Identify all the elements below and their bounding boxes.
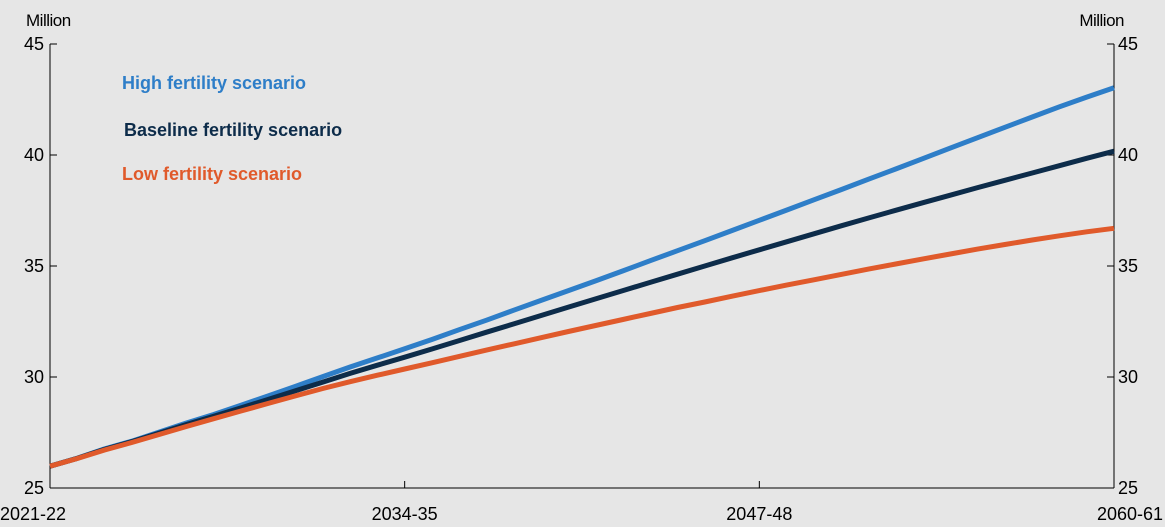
y-tick-label-right: 25: [1118, 478, 1138, 498]
y-tick-label-right: 45: [1118, 34, 1138, 54]
y-tick-label-left: 30: [24, 367, 44, 387]
x-tick-label: 2047-48: [726, 504, 792, 524]
legend: High fertility scenario Baseline fertilit…: [122, 73, 342, 184]
series-line-high: [49, 85, 1115, 469]
x-tick-label: 2060-61: [1097, 504, 1163, 524]
x-tick-label: 2021-22: [0, 504, 66, 524]
y-tick-label-right: 35: [1118, 256, 1138, 276]
y-tick-label-left: 35: [24, 256, 44, 276]
legend-label-baseline: Baseline fertility scenario: [124, 120, 342, 140]
y-tick-label-right: 30: [1118, 367, 1138, 387]
y-unit-label-right: Million: [1079, 11, 1124, 30]
y-tick-label-left: 40: [24, 145, 44, 165]
y-tick-label-right: 40: [1118, 145, 1138, 165]
series-lines: [49, 85, 1115, 469]
legend-label-low: Low fertility scenario: [122, 164, 302, 184]
y-tick-label-left: 45: [24, 34, 44, 54]
series-line-baseline: [49, 148, 1115, 469]
axes: 25 25 30 30 35 35 40 40 45 45 Million Million 2021-2…: [0, 11, 1163, 524]
x-tick-label: 2034-35: [372, 504, 438, 524]
legend-label-high: High fertility scenario: [122, 73, 306, 93]
y-unit-label-left: Million: [26, 11, 71, 30]
series-line-low: [49, 225, 1115, 469]
y-tick-label-left: 25: [24, 478, 44, 498]
